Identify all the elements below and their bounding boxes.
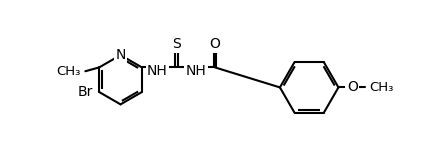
Text: S: S <box>172 37 181 51</box>
Text: CH₃: CH₃ <box>56 65 81 78</box>
Text: O: O <box>347 80 358 94</box>
Text: NH: NH <box>185 64 206 78</box>
Text: N: N <box>115 48 126 62</box>
Text: NH: NH <box>147 64 168 78</box>
Text: CH₃: CH₃ <box>369 81 394 94</box>
Text: O: O <box>210 37 220 51</box>
Text: Br: Br <box>78 85 93 99</box>
